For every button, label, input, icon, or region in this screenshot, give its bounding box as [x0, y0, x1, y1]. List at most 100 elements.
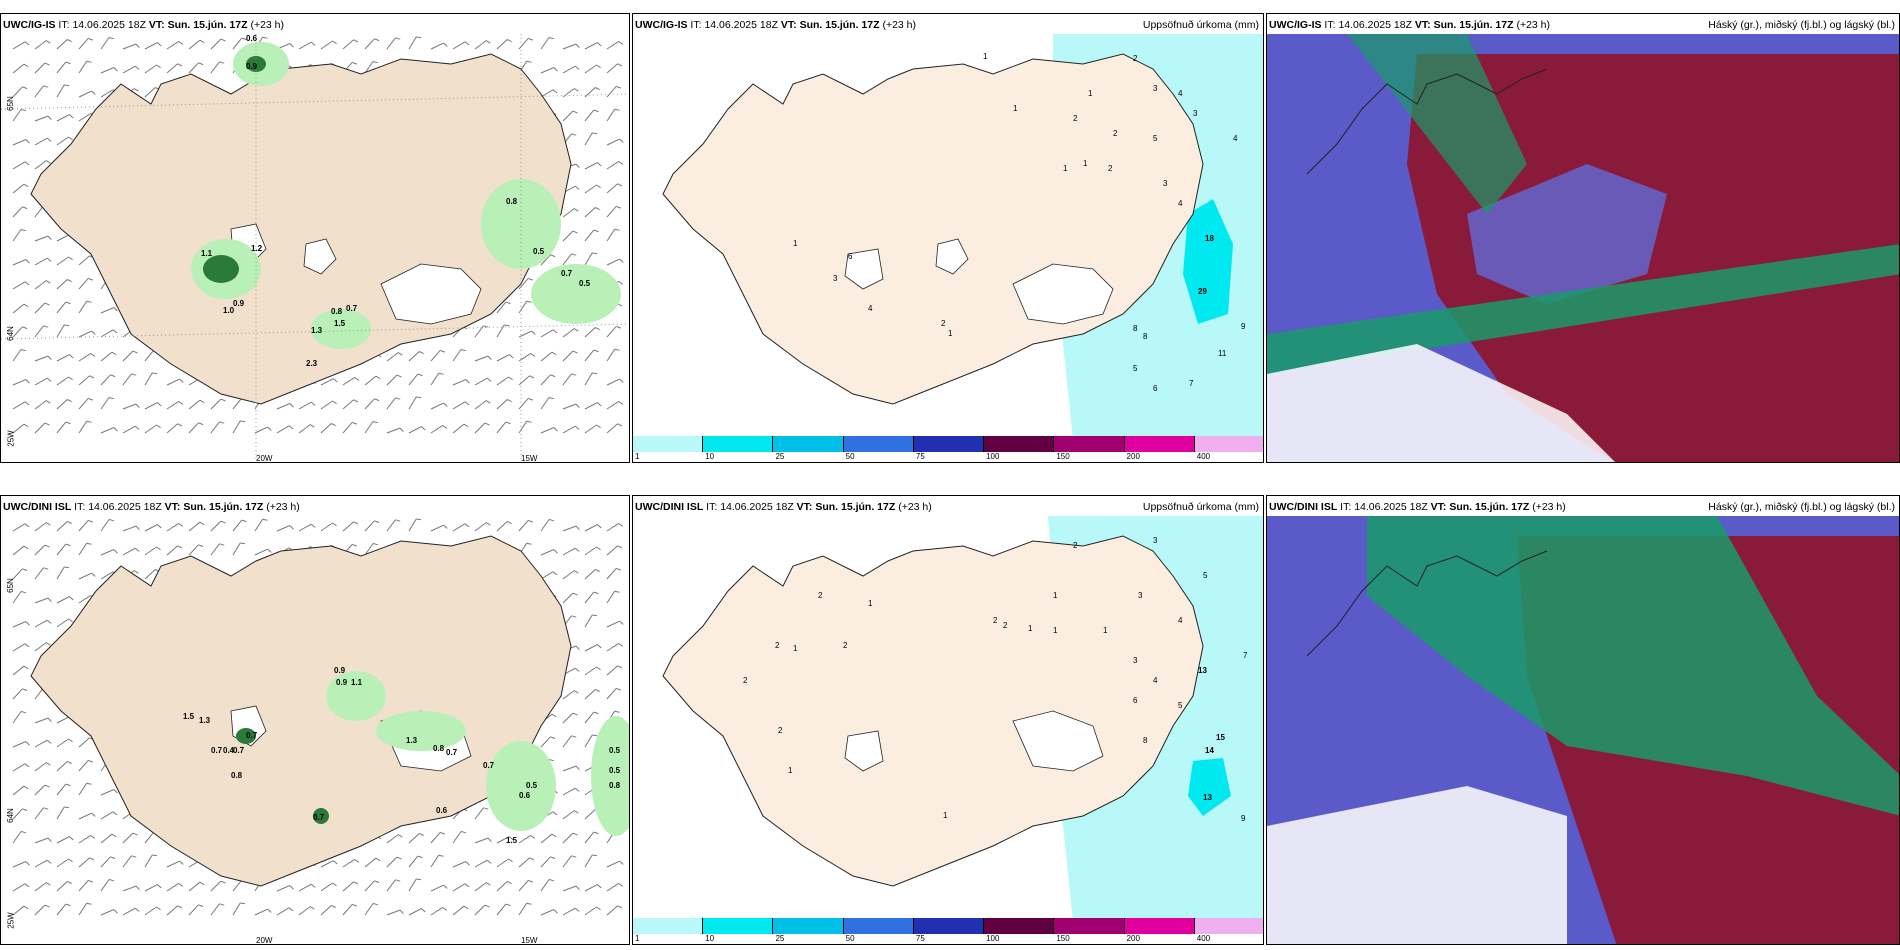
wind-barb-flag — [289, 403, 294, 408]
wind-barb — [78, 61, 88, 74]
colorbar-label: 75 — [915, 452, 925, 461]
wind-barb-flag — [374, 398, 380, 402]
wind-barb — [12, 665, 25, 676]
wind-barb — [430, 855, 440, 868]
wind-barb — [584, 734, 593, 748]
wind-barb-flag — [177, 545, 183, 549]
wind-barb — [232, 420, 241, 434]
wind-barb — [56, 738, 69, 748]
wind-barb — [606, 258, 620, 266]
wind-barb — [320, 882, 333, 892]
wind-barb — [56, 256, 69, 266]
wind-barb — [298, 906, 311, 916]
wind-barb-flag — [553, 67, 558, 72]
wind-barb — [56, 761, 68, 772]
colorbar-label: 150 — [1056, 934, 1070, 943]
wind-barb-flag — [23, 545, 29, 550]
precip-map — [662, 516, 1263, 922]
wind-barb-flag — [614, 228, 620, 231]
wind-barb — [78, 330, 92, 338]
wind-barb-flag — [44, 62, 50, 66]
wind-barb — [34, 377, 48, 386]
wind-barb-flag — [548, 879, 555, 882]
wind-barb — [144, 906, 157, 916]
wind-barb — [12, 161, 26, 170]
wind-barb-flag — [134, 65, 140, 70]
wind-barb — [408, 373, 419, 386]
row1-wind-panel: UWC/IG-IS IT: 14.06.2025 18Z VT: Sun. 15… — [0, 13, 630, 463]
wind-barb — [518, 352, 531, 362]
wind-barb-flag — [508, 376, 513, 381]
wind-barb — [496, 881, 508, 892]
wind-barb — [100, 397, 110, 410]
wind-barb-flag — [25, 259, 30, 264]
wind-barb — [34, 115, 49, 122]
wind-barb — [430, 350, 441, 362]
wind-barb-flag — [46, 257, 52, 262]
wind-barb — [166, 882, 179, 892]
wind-barb-flag — [45, 882, 51, 886]
precip-core — [236, 728, 256, 744]
wind-barb-flag — [65, 783, 71, 787]
wind-barb-flag — [91, 812, 96, 817]
wind-barb — [12, 741, 27, 748]
wind-barb-flag — [47, 115, 52, 121]
wind-barb-flag — [352, 543, 358, 547]
wind-barb-flag — [64, 566, 70, 569]
wind-barb-flag — [86, 542, 92, 545]
wind-barb-flag — [618, 160, 624, 165]
wind-barb — [584, 87, 596, 98]
colorbar-label: 400 — [1196, 934, 1211, 943]
wind-barb — [56, 301, 67, 314]
wind-barb — [122, 832, 134, 844]
colorbar-label: 1 — [635, 452, 640, 461]
wind-barb-flag — [619, 860, 624, 865]
wind-barb-flag — [550, 736, 556, 740]
wind-barb — [188, 544, 199, 556]
wind-barb — [364, 880, 375, 892]
wind-barb — [232, 397, 243, 410]
wind-barb — [606, 109, 616, 122]
wind-barb-flag — [374, 38, 380, 42]
wind-barb-flag — [418, 833, 424, 837]
wind-barb-flag — [616, 85, 622, 89]
wind-barb-flag — [460, 831, 467, 834]
wind-barb-flag — [199, 881, 205, 886]
wind-barb-flag — [550, 374, 556, 378]
wind-barb — [78, 352, 91, 362]
wind-barb-flag — [395, 37, 401, 40]
wind-barb — [210, 520, 222, 532]
wind-barb — [606, 423, 618, 434]
wind-barb — [12, 41, 26, 50]
wind-barb-flag — [64, 324, 70, 327]
wind-barb-flag — [332, 882, 337, 887]
panel-header: UWC/DINI ISL IT: 14.06.2025 18Z VT: Sun.… — [1269, 501, 1895, 513]
wind-barb-flag — [156, 64, 161, 69]
wind-barb — [100, 789, 115, 796]
wind-barb-flag — [399, 909, 404, 915]
wind-barb-flag — [618, 400, 624, 405]
wind-barb — [12, 905, 25, 916]
wind-barb-flag — [593, 711, 599, 715]
wind-barb — [452, 423, 465, 434]
wind-barb — [496, 301, 507, 314]
wind-barb-flag — [69, 114, 74, 119]
wind-barb — [276, 425, 290, 434]
wind-barb — [562, 403, 577, 410]
wind-barb — [56, 806, 65, 820]
wind-barb — [12, 379, 27, 386]
wind-barb — [34, 882, 47, 892]
wind-barb-flag — [597, 162, 602, 167]
glacier — [935, 238, 969, 275]
wind-barb-flag — [528, 37, 534, 41]
wind-barb-flag — [352, 61, 358, 65]
wind-barb — [386, 397, 396, 410]
cloud-map — [1267, 516, 1899, 944]
wind-barb — [56, 376, 69, 386]
wind-barb — [364, 903, 374, 916]
wind-barb-flag — [89, 857, 95, 861]
wind-barb-flag — [550, 856, 556, 860]
wind-barb — [34, 807, 44, 820]
wind-barb — [540, 397, 550, 410]
wind-barb-flag — [24, 41, 30, 46]
